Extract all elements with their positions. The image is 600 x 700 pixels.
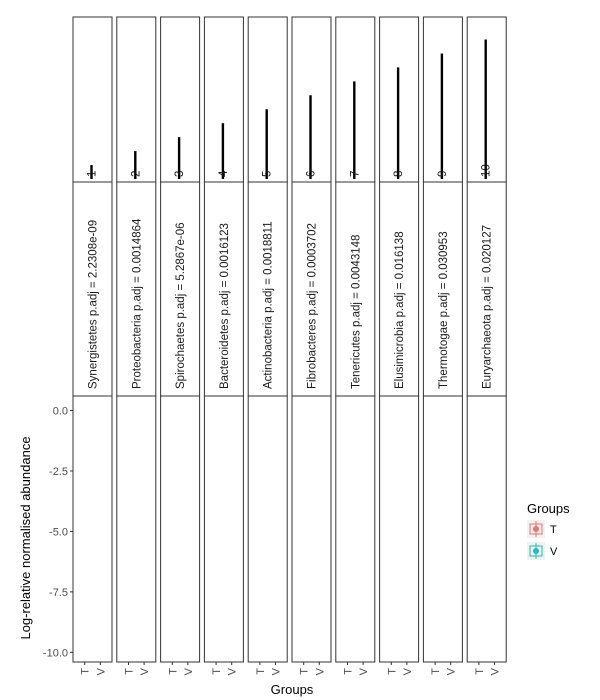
x-tick-label: T [430, 668, 442, 675]
facet-panel-10: 10 Euryarchaeota p.adj = 0.020127 T V [466, 16, 507, 675]
x-tick-label: V [446, 667, 458, 675]
x-tick-label: T [80, 668, 92, 675]
taxon-strip [335, 181, 376, 397]
facet-panel-2: 2 Proteobacteria p.adj = 0.0014864 T V [116, 16, 157, 675]
taxon-strip [160, 181, 201, 397]
taxon-label: Bacteroidetes p.adj = 0.0016123 [219, 223, 231, 389]
taxon-label: Fibrobacteres p.adj = 0.0003702 [307, 223, 319, 389]
panel-border [466, 395, 507, 663]
panel-border [116, 395, 157, 663]
y-tick-label: -7.5 [49, 587, 68, 599]
panel-border [379, 395, 420, 663]
facet-panel-4: 4 Bacteroidetes p.adj = 0.0016123 T V [203, 16, 244, 675]
panel-border [160, 395, 201, 663]
taxon-label: Thermotogae p.adj = 0.030953 [438, 231, 450, 389]
rank-strip [72, 16, 113, 183]
rank-label: 5 [262, 171, 274, 177]
rank-label: 9 [437, 171, 449, 177]
panel-border [335, 395, 376, 663]
y-tick-label: -2.5 [49, 466, 68, 478]
panel-border [291, 395, 332, 663]
y-axis: 0.0 -2.5 -5.0 -7.5 -10.0 [43, 406, 73, 659]
x-tick-label: T [255, 668, 267, 675]
facet-panel-9: 9 Thermotogae p.adj = 0.030953 T V [422, 16, 463, 675]
rank-label: 7 [349, 171, 361, 177]
x-tick-label: V [271, 667, 283, 675]
x-tick-label: V [95, 667, 107, 675]
facet-panel-5: 5 Actinobacteria p.adj = 0.0018811 T V [247, 16, 288, 675]
rank-label: 3 [174, 171, 186, 177]
legend-label: T [550, 524, 557, 536]
panel-border [247, 395, 288, 663]
x-tick-label: T [211, 668, 223, 675]
legend: Groups TV [527, 501, 570, 560]
taxon-label: Spirochaetes p.adj = 5.2867e-06 [175, 222, 187, 389]
panel-border [72, 395, 113, 663]
taxon-label: Elusimicrobia p.adj = 0.016138 [394, 231, 406, 389]
rank-label: 10 [481, 164, 493, 177]
x-axis-title: Groups [271, 682, 314, 697]
taxon-label: Synergistetes p.adj = 2.2308e-09 [88, 220, 100, 389]
legend-key-V [527, 542, 545, 560]
x-tick-label: V [490, 667, 502, 675]
taxon-label: Tenericutes p.adj = 0.0043148 [350, 235, 362, 389]
facet-panel-6: 6 Fibrobacteres p.adj = 0.0003702 T V [291, 16, 332, 675]
taxon-strip [422, 181, 463, 397]
rank-label: 1 [87, 171, 99, 177]
taxon-label: Proteobacteria p.adj = 0.0014864 [131, 218, 143, 389]
legend-label: V [550, 546, 558, 558]
taxon-label: Actinobacteria p.adj = 0.0018811 [263, 221, 275, 389]
rank-label: 8 [393, 171, 405, 177]
rank-label: 2 [130, 171, 142, 177]
x-tick-label: T [386, 668, 398, 675]
taxon-strip [247, 181, 288, 397]
x-tick-label: V [314, 667, 326, 675]
x-tick-label: V [183, 667, 195, 675]
x-tick-label: V [402, 667, 414, 675]
x-tick-label: V [139, 667, 151, 675]
taxon-strip [291, 181, 332, 397]
legend-key-dot [533, 526, 539, 532]
x-tick-label: V [227, 667, 239, 675]
taxon-strip [116, 181, 157, 397]
y-axis-title: Log-relative normalised abundance [18, 436, 33, 639]
legend-key-T [527, 520, 545, 538]
panel-border [422, 395, 463, 663]
facet-panel-1: 1 Synergistetes p.adj = 2.2308e-09 T V [72, 16, 113, 675]
x-tick-label: T [474, 668, 486, 675]
y-tick-label: 0.0 [53, 406, 68, 418]
x-tick-label: T [167, 668, 179, 675]
x-tick-label: T [124, 668, 136, 675]
rank-label: 6 [306, 171, 318, 177]
legend-key-dot [533, 548, 539, 554]
x-tick-label: T [299, 668, 311, 675]
legend-title: Groups [527, 501, 570, 516]
facet-panel-8: 8 Elusimicrobia p.adj = 0.016138 T V [379, 16, 420, 675]
x-tick-label: T [343, 668, 355, 675]
panel-border [203, 395, 244, 663]
y-tick-label: -10.0 [43, 647, 68, 659]
facet-panel-3: 3 Spirochaetes p.adj = 5.2867e-06 T V [160, 16, 201, 675]
taxon-label: Euryarchaeota p.adj = 0.020127 [482, 225, 494, 389]
rank-label: 4 [218, 170, 230, 177]
x-tick-label: V [358, 667, 370, 675]
facet-panel-7: 7 Tenericutes p.adj = 0.0043148 T V [335, 16, 376, 675]
y-tick-label: -5.0 [49, 526, 68, 538]
